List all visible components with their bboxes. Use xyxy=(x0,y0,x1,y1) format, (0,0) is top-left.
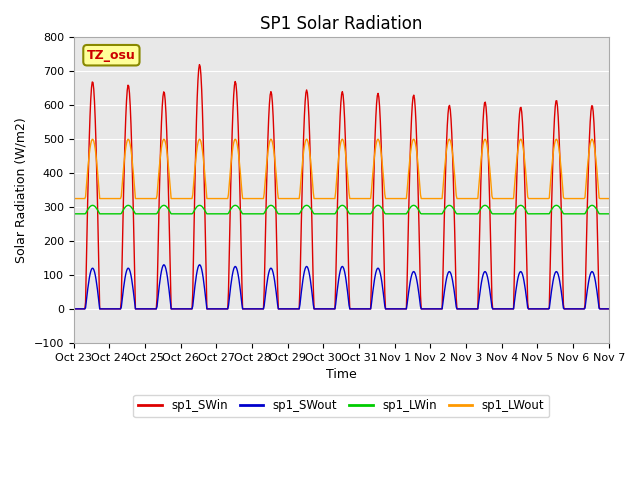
sp1_LWin xyxy=(407,204,415,210)
sp1_SWout xyxy=(422,306,430,312)
sp1_LWout xyxy=(70,196,77,202)
sp1_SWout xyxy=(79,306,87,312)
sp1_LWin xyxy=(217,211,225,216)
Text: TZ_osu: TZ_osu xyxy=(87,48,136,62)
sp1_LWin xyxy=(422,211,430,216)
sp1_LWout xyxy=(189,192,196,198)
sp1_LWout xyxy=(605,196,612,202)
sp1_LWin xyxy=(70,211,77,216)
X-axis label: Time: Time xyxy=(326,368,356,381)
sp1_LWin xyxy=(303,203,310,208)
sp1_SWin xyxy=(196,62,204,68)
sp1_SWout xyxy=(189,303,196,309)
sp1_LWout xyxy=(407,147,415,153)
Y-axis label: Solar Radiation (W/m2): Solar Radiation (W/m2) xyxy=(15,117,28,263)
sp1_LWout xyxy=(217,196,225,202)
sp1_SWout xyxy=(407,276,415,281)
sp1_SWin xyxy=(79,306,87,312)
Line: sp1_SWin: sp1_SWin xyxy=(74,65,609,309)
sp1_LWin xyxy=(134,211,142,216)
sp1_SWout xyxy=(196,262,204,268)
sp1_LWin xyxy=(189,210,196,216)
sp1_SWout xyxy=(70,306,77,312)
sp1_SWout xyxy=(134,306,142,312)
sp1_SWout xyxy=(218,306,226,312)
sp1_SWin xyxy=(189,291,196,297)
sp1_LWout xyxy=(134,196,142,202)
Line: sp1_LWout: sp1_LWout xyxy=(74,139,609,199)
Legend: sp1_SWin, sp1_SWout, sp1_LWin, sp1_LWout: sp1_SWin, sp1_SWout, sp1_LWin, sp1_LWout xyxy=(134,395,549,417)
Title: SP1 Solar Radiation: SP1 Solar Radiation xyxy=(260,15,422,33)
sp1_LWout xyxy=(422,196,430,202)
sp1_LWout xyxy=(303,136,310,142)
sp1_SWin xyxy=(422,306,430,312)
sp1_LWin xyxy=(605,211,612,216)
sp1_SWin xyxy=(70,306,77,312)
sp1_SWout xyxy=(605,306,612,312)
sp1_LWout xyxy=(79,196,87,202)
sp1_LWin xyxy=(79,211,87,216)
sp1_SWin xyxy=(218,306,226,312)
sp1_SWin xyxy=(605,306,612,312)
Line: sp1_SWout: sp1_SWout xyxy=(74,265,609,309)
Line: sp1_LWin: sp1_LWin xyxy=(74,205,609,214)
sp1_SWin xyxy=(407,132,415,138)
sp1_SWin xyxy=(134,306,142,312)
